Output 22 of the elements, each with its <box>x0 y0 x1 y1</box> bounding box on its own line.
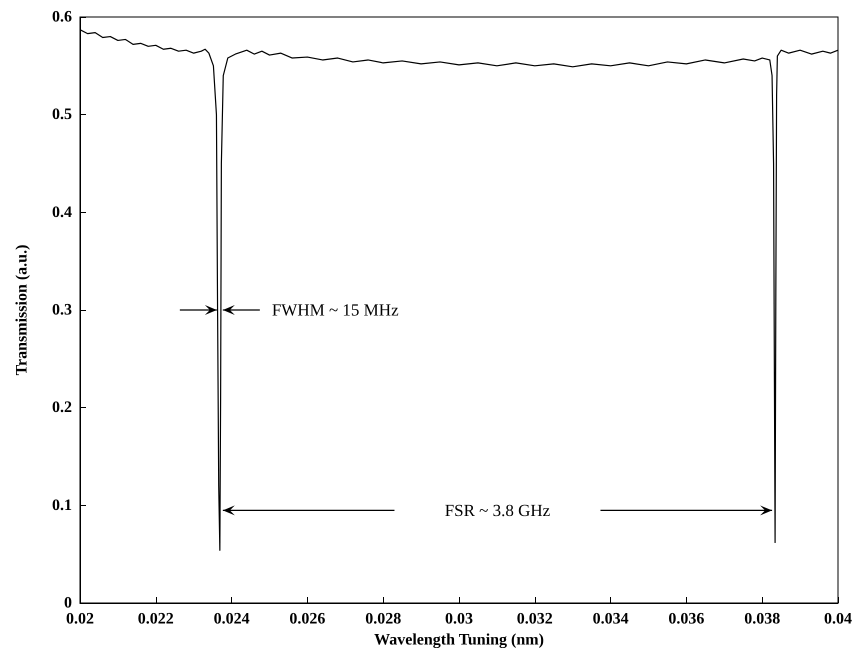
x-tick-label: 0.034 <box>592 610 629 628</box>
annotation: FWHM ~ 15 MHz <box>272 300 400 320</box>
y-tick-label: 0.3 <box>52 302 72 318</box>
y-tick-label: 0.2 <box>52 399 72 416</box>
y-tick-label: 0.5 <box>52 106 72 124</box>
x-tick-label: 0.03 <box>445 610 473 628</box>
x-tick-label: 0.02 <box>66 610 94 628</box>
y-tick-label: 0 <box>64 594 72 612</box>
y-tick-label: 0.4 <box>52 204 72 221</box>
x-tick-label: 0.032 <box>516 610 553 628</box>
y-axis-title: Transmission (a.u.) <box>14 244 30 376</box>
annotation: FSR ~ 3.8 GHz <box>444 500 551 520</box>
y-tick-label: 0.6 <box>52 8 72 26</box>
x-tick-label: 0.036 <box>668 610 704 628</box>
x-tick-label: 0.028 <box>365 610 402 628</box>
x-axis-title: Wavelength Tuning (nm) <box>374 631 544 648</box>
x-tick-label: 0.026 <box>289 610 326 628</box>
x-tick-label: 0.022 <box>138 610 174 628</box>
x-tick-label: 0.024 <box>214 610 250 628</box>
x-tick-label: 0.038 <box>744 610 780 628</box>
y-tick-label: 0.1 <box>52 496 72 514</box>
x-tick-label: 0.04 <box>824 610 852 628</box>
